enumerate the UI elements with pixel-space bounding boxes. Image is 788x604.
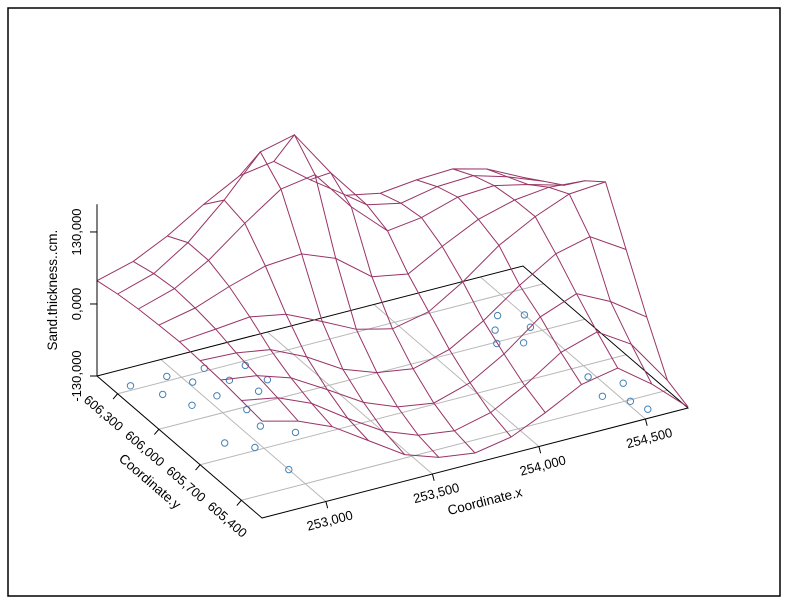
surface-mesh: [96, 133, 689, 458]
data-point-marker: [493, 311, 502, 320]
data-point-marker: [263, 376, 272, 384]
mesh-col: [380, 192, 546, 414]
y-axis-tick-label: 606,300: [81, 392, 126, 434]
data-point-marker: [519, 339, 528, 347]
base-gridline-x: [373, 304, 540, 447]
mesh-col: [452, 168, 619, 369]
data-point-marker: [188, 401, 196, 409]
data-point-marker: [493, 339, 501, 348]
x-axis-tick: [644, 418, 648, 426]
mesh-col: [345, 194, 512, 438]
x-axis-tick: [431, 473, 435, 481]
base-plane-outline: [95, 265, 690, 519]
mesh-col: [132, 260, 299, 422]
data-point-marker: [526, 323, 535, 331]
data-point-marker: [221, 439, 229, 447]
base-gridline-x: [480, 276, 646, 420]
mesh-row: [262, 367, 689, 458]
y-axis-tick: [195, 464, 201, 471]
x-axis-tick: [538, 446, 542, 454]
base-gridline-y: [199, 354, 627, 466]
z-axis-tick-label: 0,000: [69, 288, 84, 321]
data-point-marker: [189, 378, 197, 386]
mesh-col: [203, 199, 369, 441]
mesh-row: [179, 181, 606, 343]
data-point-marker: [126, 382, 135, 390]
mesh-col: [167, 235, 333, 428]
data-point-marker: [598, 392, 607, 400]
data-point-marker: [291, 428, 300, 437]
x-axis-tick-label: 253,000: [305, 507, 354, 533]
z-axis-title: Sand.thickness..cm.: [45, 230, 60, 351]
x-axis-tick-label: 254,000: [518, 452, 567, 478]
x-axis-tick: [325, 501, 329, 509]
mesh-col: [486, 168, 653, 385]
mesh-col: [522, 176, 689, 408]
data-point-marker: [285, 465, 293, 474]
data-points: [126, 311, 652, 474]
data-point-marker: [520, 311, 529, 319]
mesh-col: [416, 179, 582, 385]
data-point-marker: [213, 392, 221, 400]
data-point-marker: [256, 422, 265, 430]
base-gridline-x: [160, 359, 327, 502]
base-gridline-y: [117, 283, 544, 395]
z-axis-tick-label: -130,000: [69, 350, 84, 401]
mesh-col: [96, 280, 263, 422]
mesh-col: [239, 151, 406, 455]
data-point-marker: [644, 405, 652, 413]
base-gridlines: [117, 276, 668, 502]
base-gridline-y: [241, 389, 668, 501]
base-gridline-y: [158, 318, 586, 430]
data-point-marker: [584, 373, 592, 381]
y-axis-tick: [236, 499, 242, 506]
x-axis-tick-label: 254,500: [625, 425, 674, 451]
z-axis-tick-label: 130,000: [69, 208, 84, 255]
mesh-col: [273, 133, 440, 458]
mesh-row: [158, 180, 585, 326]
y-axis-tick-label: 605,400: [205, 499, 250, 541]
data-point-marker: [626, 397, 635, 405]
data-point-marker: [243, 405, 251, 414]
data-point-marker: [251, 443, 259, 452]
data-point-marker: [225, 376, 234, 384]
base-gridline-x: [267, 331, 433, 475]
y-axis-tick: [153, 428, 160, 435]
mesh-row: [117, 134, 544, 295]
data-point-marker: [619, 379, 627, 387]
data-point-marker: [159, 390, 167, 399]
page-border: [7, 7, 781, 597]
data-point-marker: [491, 326, 499, 334]
mesh-col: [309, 171, 476, 454]
data-point-marker: [163, 372, 171, 381]
data-point-marker: [254, 387, 263, 395]
y-axis-tick: [112, 393, 119, 400]
